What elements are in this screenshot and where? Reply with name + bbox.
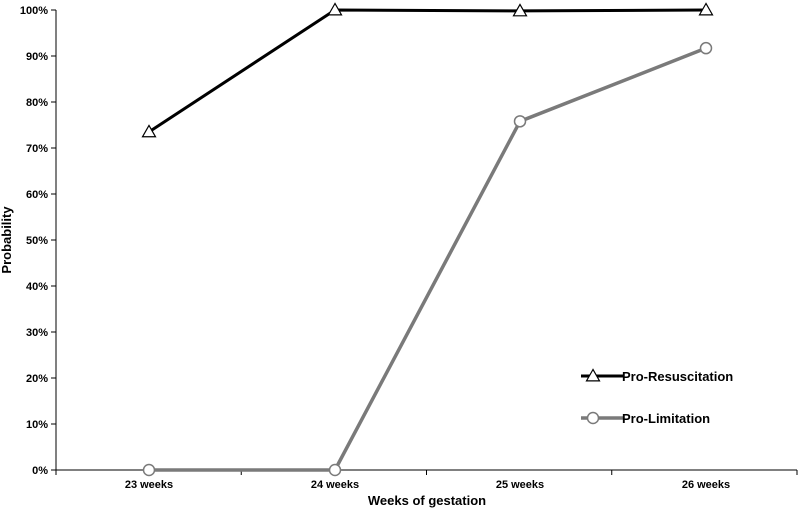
legend-label: Pro-Resuscitation — [622, 369, 733, 384]
series-1 — [141, 2, 714, 138]
y-tick-label: 0% — [32, 465, 48, 477]
y-tick-label: 90% — [26, 51, 48, 63]
y-tick-label: 10% — [26, 419, 48, 431]
data-point-circle — [699, 41, 713, 55]
series-layer — [141, 2, 714, 477]
data-point-triangle — [698, 2, 714, 16]
y-tick-label: 60% — [26, 189, 48, 201]
series-line — [148, 8, 707, 134]
y-axis-ticks: 0% 10% 20% 30% 40% 50% 60% 70% 80% 90% 100% — [20, 5, 56, 477]
y-tick-label: 100% — [20, 5, 48, 17]
data-point-triangle — [512, 3, 528, 17]
y-tick-label: 70% — [26, 143, 48, 155]
y-tick-label: 40% — [26, 281, 48, 293]
legend: Pro-Resuscitation Pro-Limitation — [581, 368, 733, 426]
y-tick-label: 30% — [26, 327, 48, 339]
x-tick-label: 24 weeks — [311, 479, 359, 491]
y-tick-label: 50% — [26, 235, 48, 247]
data-point-triangle — [327, 2, 343, 16]
y-tick-label: 80% — [26, 97, 48, 109]
x-tick-label: 25 weeks — [496, 479, 544, 491]
series-2 — [142, 41, 713, 477]
data-point-circle — [328, 463, 342, 477]
x-tick-label: 26 weeks — [682, 479, 730, 491]
legend-marker — [586, 411, 600, 425]
y-tick-label: 20% — [26, 373, 48, 385]
data-point-circle — [142, 463, 156, 477]
data-point-circle — [513, 115, 527, 128]
legend-label: Pro-Limitation — [622, 411, 710, 426]
legend-marker — [585, 368, 601, 382]
data-point-triangle — [141, 124, 157, 138]
x-axis-ticks: 23 weeks 24 weeks 25 weeks 26 weeks — [55, 470, 798, 491]
y-axis-title: Probability — [0, 206, 14, 274]
x-tick-label: 23 weeks — [125, 479, 173, 491]
series-line — [149, 46, 707, 472]
legend-item: Pro-Limitation — [581, 411, 710, 426]
legend-item: Pro-Resuscitation — [581, 368, 733, 384]
x-axis-title: Weeks of gestation — [368, 493, 486, 508]
